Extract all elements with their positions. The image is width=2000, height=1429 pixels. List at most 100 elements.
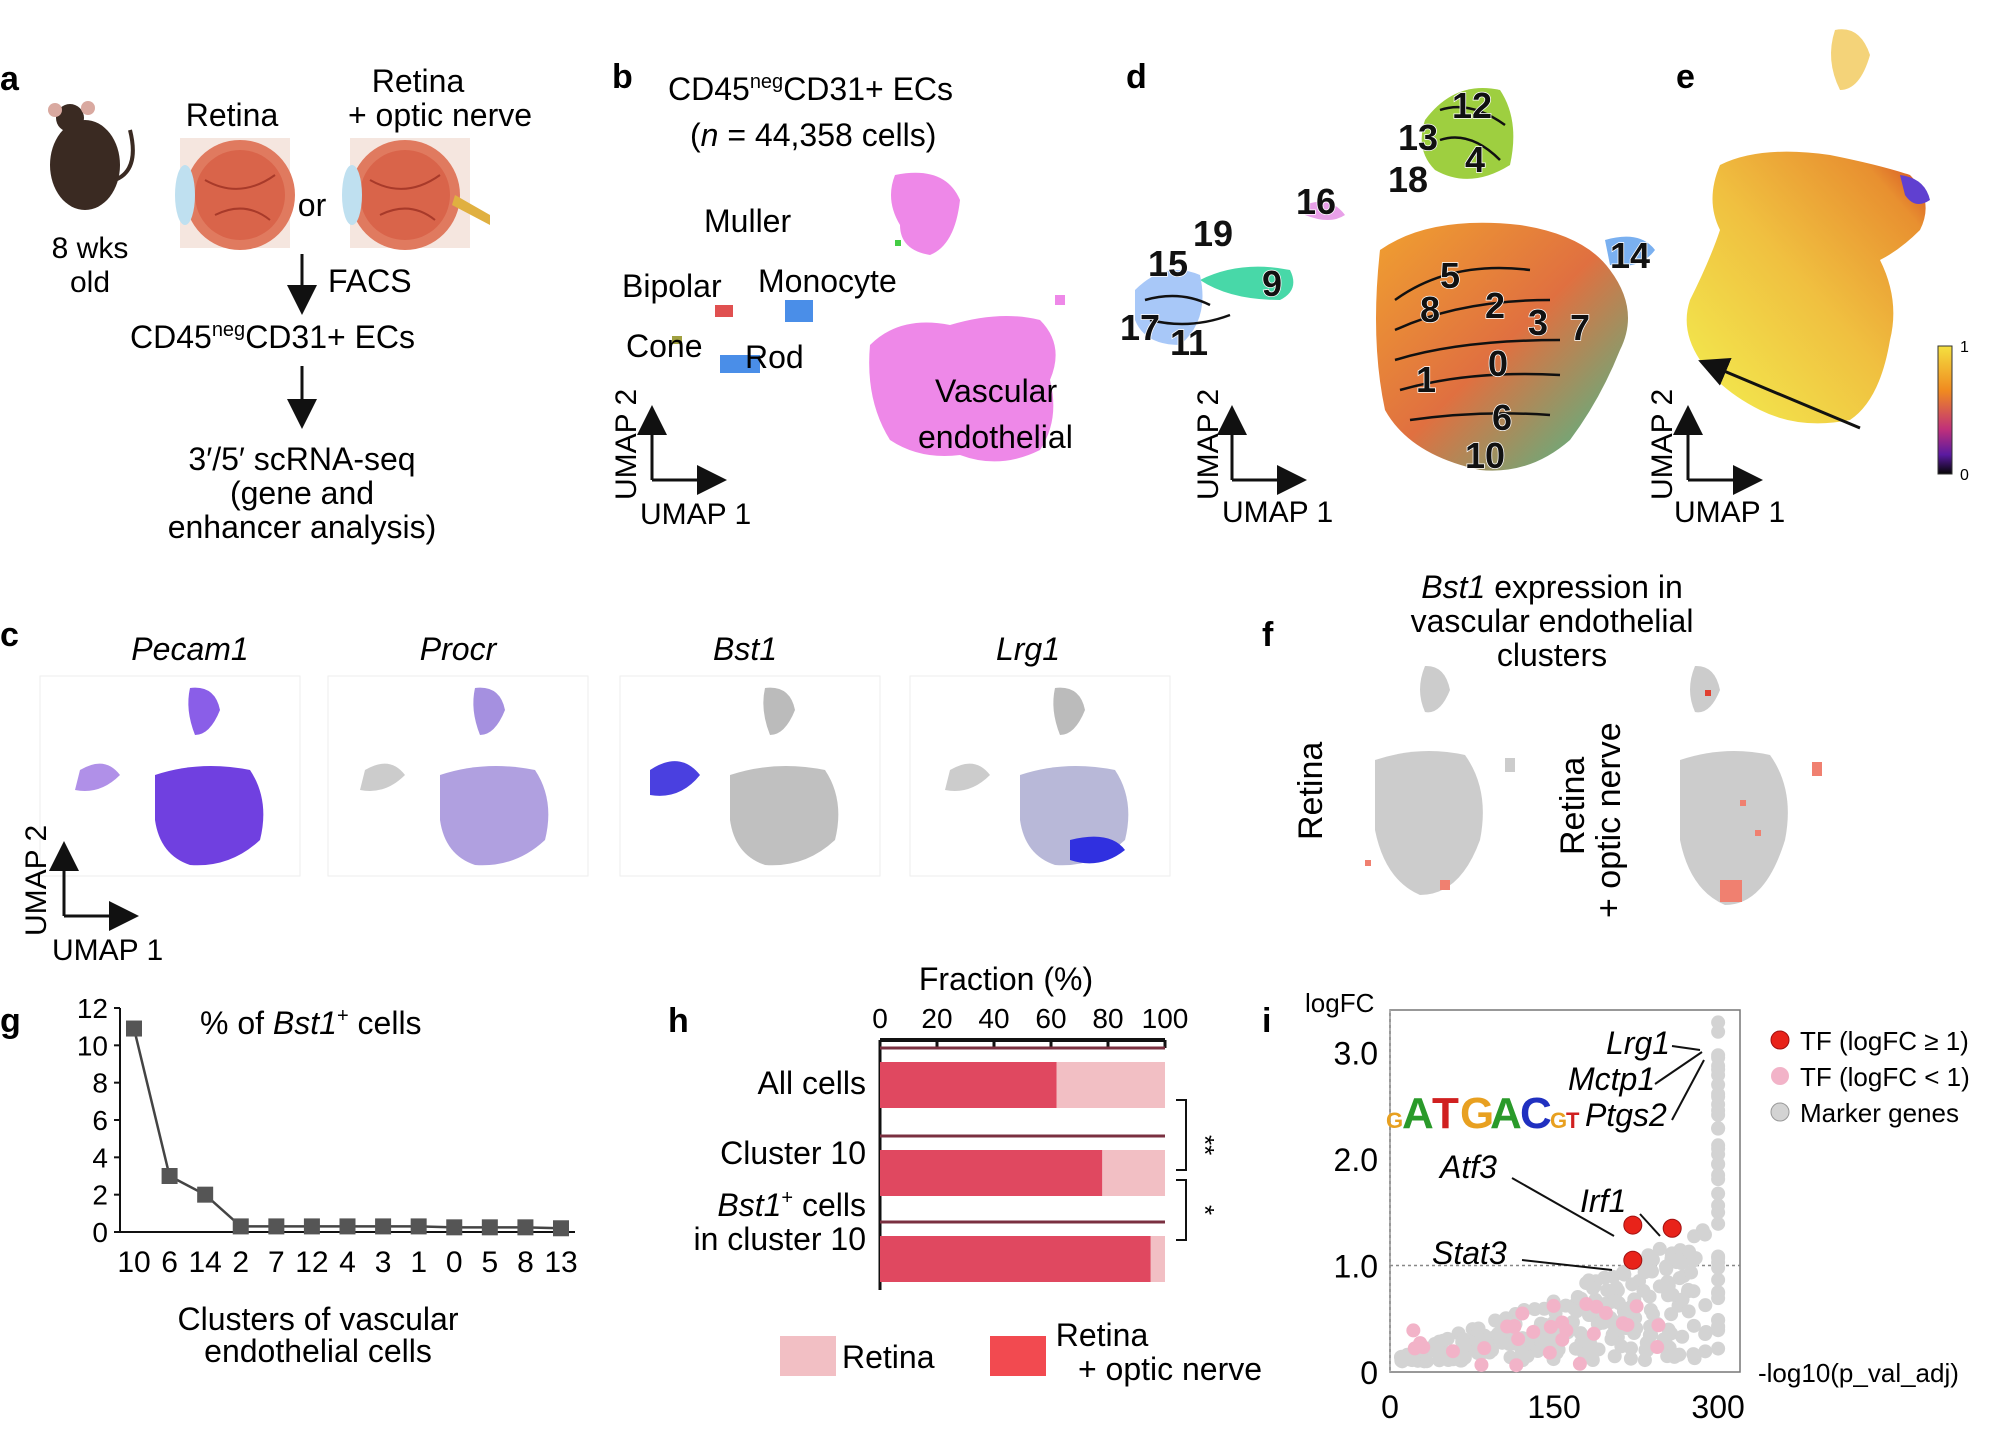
g-title-sup: + bbox=[337, 1005, 349, 1027]
i-x-tick-label: 150 bbox=[1527, 1389, 1580, 1425]
g-point bbox=[161, 1168, 178, 1184]
i-motif-logo: G A T G A C G T bbox=[1386, 1089, 1580, 1138]
e-axis-x: UMAP 1 bbox=[1674, 496, 1785, 529]
i-marker-point bbox=[1698, 1327, 1713, 1342]
g-point bbox=[410, 1218, 427, 1235]
g-point bbox=[446, 1219, 463, 1236]
retina-label: Retina bbox=[186, 97, 279, 133]
i-marker-point bbox=[1623, 1351, 1638, 1366]
g-x-tick-label: 10 bbox=[117, 1246, 150, 1279]
or-label: or bbox=[298, 187, 327, 223]
ecs-prefix: CD45 bbox=[130, 319, 212, 355]
b-label-muller: Muller bbox=[704, 203, 791, 239]
c-gene-lrg1: Lrg1 bbox=[996, 631, 1060, 667]
mouse-age-line1: 8 wks bbox=[52, 232, 129, 265]
d-cluster-12: 12 bbox=[1452, 85, 1492, 126]
i-tf-low-point bbox=[1407, 1341, 1422, 1356]
i-marker-point bbox=[1637, 1265, 1652, 1280]
i-scatter-chart: 0 1.0 2.0 3.0 0 150 300 bbox=[1334, 1009, 1745, 1425]
g-y-tick-label: 4 bbox=[92, 1142, 108, 1173]
h-row3-sup: + bbox=[781, 1187, 793, 1209]
i-legend-tf-low: TF (logFC < 1) bbox=[1800, 1062, 1970, 1092]
h-axis-title: Fraction (%) bbox=[919, 961, 1093, 997]
i-legend-marker-dot bbox=[1770, 1102, 1790, 1122]
panel-letter-h: h bbox=[668, 1002, 689, 1040]
g-y-tick-label: 6 bbox=[92, 1105, 108, 1136]
g-title: % of Bst1+ cells bbox=[200, 1005, 422, 1041]
i-marker-point bbox=[1686, 1318, 1701, 1333]
i-marker-point bbox=[1675, 1329, 1690, 1344]
d-cluster-14: 14 bbox=[1610, 235, 1650, 276]
ecs-label: CD45negCD31+ ECs bbox=[130, 319, 415, 355]
panel-c: c Pecam1 Procr Bst1 Lrg1 bbox=[0, 616, 1171, 967]
h-bar-chart: 0 20 40 60 80 100 bbox=[872, 1003, 1188, 1290]
f-umap-retina-optic-nerve bbox=[1680, 665, 1822, 905]
i-marker-point bbox=[1661, 1278, 1676, 1293]
i-label-ptgs2: Ptgs2 bbox=[1585, 1097, 1667, 1133]
d-cluster-14 bbox=[1605, 236, 1655, 266]
panel-letter-c: c bbox=[0, 616, 19, 654]
i-tf-low-point bbox=[1555, 1332, 1570, 1347]
d-cluster-6: 6 bbox=[1492, 397, 1512, 438]
c-featureplot-procr bbox=[327, 675, 589, 877]
panel-d: d 12 13 4 18 16 19 15 9 17 11 bbox=[1119, 58, 1655, 529]
g-x-tick-label: 3 bbox=[375, 1246, 392, 1279]
h-legend-on-line1: Retina bbox=[1056, 1317, 1149, 1353]
g-point bbox=[126, 1020, 142, 1037]
b-label-monocyte: Monocyte bbox=[758, 263, 897, 299]
retina-on-label-line2: + optic nerve bbox=[348, 97, 532, 133]
i-marker-point bbox=[1687, 1229, 1702, 1244]
i-tf-low-point bbox=[1572, 1356, 1587, 1371]
i-label-leaders bbox=[1511, 1045, 1705, 1271]
i-motif-g3: G bbox=[1550, 1108, 1567, 1133]
panel-b: b CD45negCD31+ ECs (n = 44,358 cells) Mu… bbox=[610, 58, 1073, 531]
mouse-icon bbox=[48, 101, 135, 210]
i-motif-t2: T bbox=[1566, 1108, 1580, 1133]
c-gene-titles: Pecam1 Procr Bst1 Lrg1 bbox=[131, 631, 1060, 667]
b-subtitle: (n = 44,358 cells) bbox=[690, 117, 936, 153]
i-marker-point bbox=[1711, 1107, 1726, 1122]
g-point bbox=[481, 1219, 498, 1236]
d-cluster-7: 7 bbox=[1570, 307, 1590, 348]
d-cluster-1: 1 bbox=[1416, 359, 1436, 400]
c-gene-pecam1: Pecam1 bbox=[131, 631, 248, 667]
i-marker-point bbox=[1636, 1283, 1651, 1298]
eye-icon-retina bbox=[175, 138, 295, 250]
c-featureplot-lrg1 bbox=[909, 675, 1171, 877]
g-point bbox=[197, 1186, 214, 1203]
i-motif-c: C bbox=[1520, 1089, 1552, 1138]
i-marker-point bbox=[1686, 1347, 1701, 1362]
i-tf-low-point bbox=[1515, 1306, 1530, 1321]
i-tf-low-point bbox=[1543, 1319, 1558, 1334]
d-cluster-9: 9 bbox=[1262, 263, 1282, 304]
b-title: CD45negCD31+ ECs bbox=[668, 71, 953, 107]
e-colorbar-min: 0 bbox=[1960, 467, 1969, 484]
i-motif-a2: A bbox=[1490, 1089, 1522, 1138]
seq-line2: (gene and bbox=[230, 475, 374, 511]
panel-a: a 8 wks old Retina Retina + optic nerve … bbox=[0, 60, 532, 545]
b-label-bipolar: Bipolar bbox=[622, 268, 722, 304]
h-bar-segment bbox=[880, 1236, 1151, 1282]
i-tf-low-point bbox=[1598, 1305, 1613, 1320]
h-bar-segment bbox=[1102, 1150, 1165, 1196]
h-legend-on-line2: + optic nerve bbox=[1078, 1351, 1262, 1387]
f-title-rest: expression in bbox=[1485, 569, 1682, 605]
i-marker-point bbox=[1711, 1205, 1726, 1220]
h-legend-retina-swatch bbox=[780, 1336, 836, 1376]
c-featureplot-pecam1 bbox=[39, 675, 301, 877]
seq-line3: enhancer analysis) bbox=[168, 509, 437, 545]
i-y-tick-label: 1.0 bbox=[1334, 1249, 1378, 1285]
panel-letter-e: e bbox=[1676, 58, 1695, 96]
c-gene-procr: Procr bbox=[420, 631, 498, 667]
i-xlabel: -log10(p_val_adj) bbox=[1758, 1358, 1959, 1388]
g-point bbox=[339, 1218, 356, 1235]
d-cluster-5: 5 bbox=[1440, 255, 1460, 296]
b-umap-axes bbox=[637, 405, 727, 495]
h-x-tick-label: 80 bbox=[1092, 1003, 1123, 1034]
i-label-mctp1: Mctp1 bbox=[1568, 1061, 1655, 1097]
g-x-tick-label: 1 bbox=[410, 1246, 427, 1279]
f-title-line3: clusters bbox=[1497, 637, 1607, 673]
b-label-rod: Rod bbox=[745, 339, 804, 375]
d-cluster-16: 16 bbox=[1296, 181, 1336, 222]
